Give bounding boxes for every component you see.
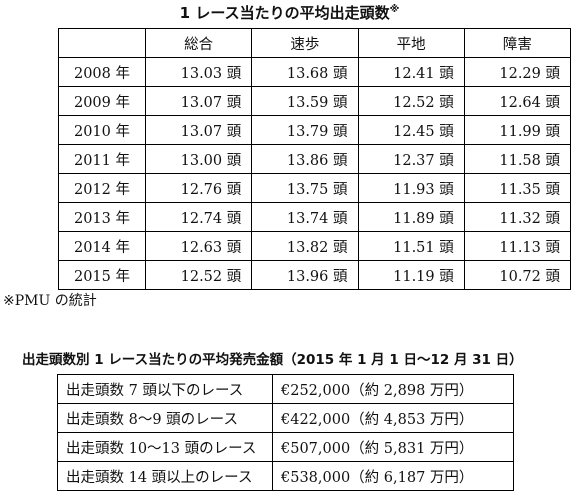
value-cell: 11.51 頭 <box>357 231 465 261</box>
value-cell: 11.32 頭 <box>463 202 572 232</box>
value-cell: 11.19 頭 <box>357 260 465 290</box>
table1-title-text: 1 レース当たりの平均出走頭数 <box>179 4 390 22</box>
year-cell: 2012 年 <box>58 173 146 203</box>
avg-runners-table-body: 2008 年 13.03 頭 13.68 頭 12.41 頭 12.29 頭 2009 年… <box>58 57 572 290</box>
turnover-value: €422,000（約 4,853 万円） <box>272 403 514 433</box>
table-row: 2015 年 12.52 頭 13.96 頭 11.19 頭 10.72 頭 <box>58 260 572 290</box>
value-cell: 11.35 頭 <box>463 173 572 203</box>
value-cell: 12.52 頭 <box>144 260 253 290</box>
value-cell: 12.41 頭 <box>357 57 465 87</box>
value-cell: 12.74 頭 <box>144 202 253 232</box>
avg-turnover-table-body: 出走頭数 7 頭以下のレース €252,000（約 2,898 万円） 出走頭数 8… <box>57 374 514 491</box>
value-cell: 13.74 頭 <box>251 202 359 232</box>
table1-title: 1 レース当たりの平均出走頭数※ <box>0 2 579 23</box>
value-cell: 12.45 頭 <box>357 115 465 145</box>
table-header-row: 総合 速歩 平地 障害 <box>58 28 572 58</box>
table2-title: 出走頭数別 1 レース当たりの平均発売金額（2015 年 1 月 1 日〜12 … <box>22 352 523 368</box>
header-obstacle: 障害 <box>463 28 572 58</box>
table-row: 出走頭数 10〜13 頭のレース €507,000（約 5,831 万円） <box>57 432 514 462</box>
value-cell: 13.07 頭 <box>144 86 253 116</box>
value-cell: 12.37 頭 <box>357 144 465 174</box>
turnover-value: €538,000（約 6,187 万円） <box>272 461 514 491</box>
header-flat: 平地 <box>357 28 465 58</box>
year-cell: 2014 年 <box>58 231 146 261</box>
value-cell: 11.58 頭 <box>463 144 572 174</box>
year-cell: 2010 年 <box>58 115 146 145</box>
table-row: 2010 年 13.07 頭 13.79 頭 12.45 頭 11.99 頭 <box>58 115 572 145</box>
race-size-label: 出走頭数 14 頭以上のレース <box>57 461 273 491</box>
avg-turnover-table: 出走頭数 7 頭以下のレース €252,000（約 2,898 万円） 出走頭数 8… <box>57 374 514 491</box>
value-cell: 11.99 頭 <box>463 115 572 145</box>
value-cell: 13.86 頭 <box>251 144 359 174</box>
value-cell: 11.89 頭 <box>357 202 465 232</box>
value-cell: 12.63 頭 <box>144 231 253 261</box>
value-cell: 11.93 頭 <box>357 173 465 203</box>
turnover-value: €507,000（約 5,831 万円） <box>272 432 514 462</box>
year-cell: 2011 年 <box>58 144 146 174</box>
table1-title-mark: ※ <box>389 4 400 15</box>
table-row: 出走頭数 8〜9 頭のレース €422,000（約 4,853 万円） <box>57 403 514 433</box>
year-cell: 2013 年 <box>58 202 146 232</box>
value-cell: 13.00 頭 <box>144 144 253 174</box>
table-row: 出走頭数 7 頭以下のレース €252,000（約 2,898 万円） <box>57 374 514 404</box>
race-size-label: 出走頭数 7 頭以下のレース <box>57 374 273 404</box>
table-row: 2009 年 13.07 頭 13.59 頭 12.52 頭 12.64 頭 <box>58 86 572 116</box>
value-cell: 12.52 頭 <box>357 86 465 116</box>
value-cell: 13.03 頭 <box>144 57 253 87</box>
value-cell: 12.76 頭 <box>144 173 253 203</box>
table-row: 出走頭数 14 頭以上のレース €538,000（約 6,187 万円） <box>57 461 514 491</box>
value-cell: 11.13 頭 <box>463 231 572 261</box>
table-row: 2008 年 13.03 頭 13.68 頭 12.41 頭 12.29 頭 <box>58 57 572 87</box>
source-note: ※PMU の統計 <box>3 293 97 309</box>
value-cell: 13.68 頭 <box>251 57 359 87</box>
value-cell: 13.79 頭 <box>251 115 359 145</box>
header-trot: 速歩 <box>251 28 359 58</box>
table-row: 2011 年 13.00 頭 13.86 頭 12.37 頭 11.58 頭 <box>58 144 572 174</box>
race-size-label: 出走頭数 8〜9 頭のレース <box>57 403 273 433</box>
value-cell: 10.72 頭 <box>463 260 572 290</box>
value-cell: 13.07 頭 <box>144 115 253 145</box>
value-cell: 13.82 頭 <box>251 231 359 261</box>
value-cell: 13.59 頭 <box>251 86 359 116</box>
value-cell: 12.29 頭 <box>463 57 572 87</box>
value-cell: 12.64 頭 <box>463 86 572 116</box>
year-cell: 2009 年 <box>58 86 146 116</box>
turnover-value: €252,000（約 2,898 万円） <box>272 374 514 404</box>
table-row: 2013 年 12.74 頭 13.74 頭 11.89 頭 11.32 頭 <box>58 202 572 232</box>
year-cell: 2015 年 <box>58 260 146 290</box>
header-overall: 総合 <box>144 28 253 58</box>
header-corner <box>58 28 146 58</box>
year-cell: 2008 年 <box>58 57 146 87</box>
value-cell: 13.75 頭 <box>251 173 359 203</box>
table-row: 2014 年 12.63 頭 13.82 頭 11.51 頭 11.13 頭 <box>58 231 572 261</box>
value-cell: 13.96 頭 <box>251 260 359 290</box>
table-row: 2012 年 12.76 頭 13.75 頭 11.93 頭 11.35 頭 <box>58 173 572 203</box>
race-size-label: 出走頭数 10〜13 頭のレース <box>57 432 273 462</box>
